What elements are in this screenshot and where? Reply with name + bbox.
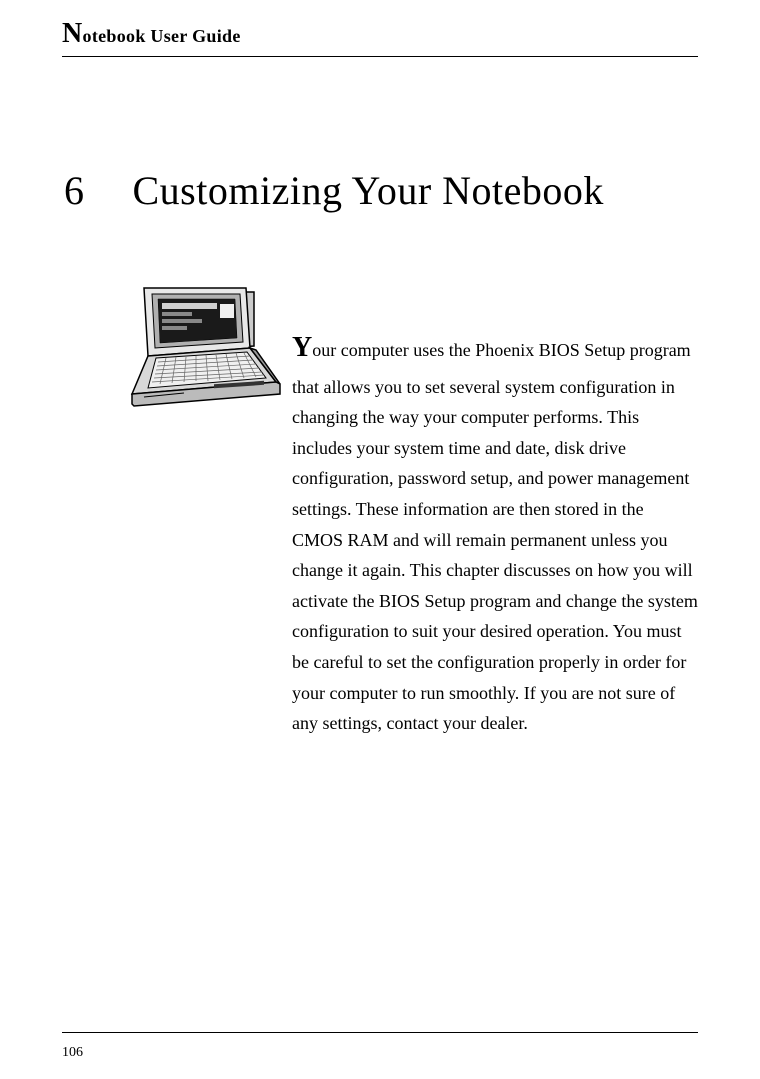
illustration-column — [62, 284, 292, 429]
body-text-column: Your computer uses the Phoenix BIOS Setu… — [292, 284, 698, 739]
body-dropcap: Y — [292, 332, 312, 363]
page-header: Notebook User Guide — [62, 18, 698, 57]
content-row: Your computer uses the Phoenix BIOS Setu… — [62, 284, 698, 739]
page-container: Notebook User Guide 6 Customizing Your No… — [0, 0, 760, 1079]
body-text-content: our computer uses the Phoenix BIOS Setup… — [292, 340, 698, 733]
header-dropcap: N — [62, 18, 83, 49]
header-title: Notebook User Guide — [62, 18, 698, 50]
page-footer: 106 — [62, 1032, 698, 1061]
header-title-rest: otebook User Guide — [83, 26, 241, 46]
page-number: 106 — [62, 1045, 83, 1060]
chapter-title: Customizing Your Notebook — [133, 168, 604, 213]
chapter-heading: 6 Customizing Your Notebook — [64, 167, 698, 214]
laptop-icon — [104, 284, 284, 424]
chapter-number: 6 — [64, 167, 85, 214]
body-paragraph: Your computer uses the Phoenix BIOS Setu… — [292, 324, 698, 739]
